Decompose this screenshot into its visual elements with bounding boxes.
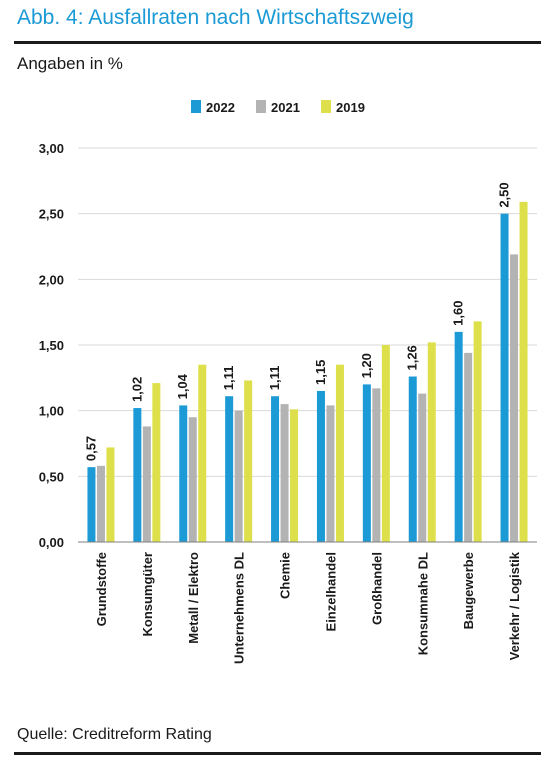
bar-2022 — [500, 213, 509, 542]
y-tick-label: 0,50 — [39, 469, 64, 484]
bar-2022 — [225, 396, 234, 542]
bar-2019 — [106, 447, 115, 542]
legend-label-2022: 2022 — [206, 100, 235, 115]
bar-2022 — [316, 390, 325, 542]
x-tick-label: Großhandel — [369, 552, 384, 625]
top-rule — [14, 41, 541, 44]
bar-2022 — [87, 467, 96, 542]
source-note: Quelle: Creditreform Rating — [17, 726, 212, 743]
bar-2019 — [244, 380, 253, 542]
bar-2022 — [454, 331, 463, 542]
data-label: 1,02 — [129, 377, 144, 402]
bar-2021 — [418, 393, 427, 542]
bar-2022 — [408, 376, 417, 542]
x-tick-label: Baugewerbe — [461, 552, 476, 629]
bottom-rule — [14, 752, 541, 755]
chart-title: Abb. 4: Ausfallraten nach Wirtschaftszwe… — [17, 6, 414, 29]
bar-2021 — [142, 426, 151, 542]
x-tick-label: Konsumgüter — [140, 552, 155, 637]
legend-swatch-2021 — [256, 100, 266, 113]
x-tick-label: Unternehmens DL — [232, 552, 247, 664]
bar-2022 — [271, 396, 280, 542]
bar-2019 — [152, 383, 161, 542]
data-label: 1,15 — [313, 360, 328, 385]
bar-2021 — [372, 388, 381, 542]
y-tick-label: 1,00 — [39, 404, 64, 419]
legend-label-2019: 2019 — [336, 100, 365, 115]
bar-2019 — [381, 345, 390, 542]
bar-2019 — [473, 321, 482, 542]
bar-2021 — [464, 352, 473, 542]
x-tick-label: Verkehr / Logistik — [507, 551, 522, 660]
bar-2019 — [335, 364, 344, 542]
data-label: 1,11 — [267, 366, 282, 391]
y-tick-label: 2,50 — [39, 207, 64, 222]
x-tick-label: Chemie — [278, 552, 293, 599]
bar-2019 — [427, 342, 436, 542]
y-tick-label: 2,00 — [39, 272, 64, 287]
bar-2022 — [133, 408, 142, 542]
data-label: 1,20 — [359, 353, 374, 378]
x-tick-label: Metall / Elektro — [186, 552, 201, 644]
data-label: 1,60 — [451, 301, 466, 326]
bar-2022 — [179, 405, 188, 542]
bar-2021 — [234, 410, 243, 542]
data-label: 0,57 — [83, 436, 98, 461]
data-label: 1,11 — [221, 366, 236, 391]
y-tick-label: 1,50 — [39, 338, 64, 353]
bar-2021 — [96, 465, 105, 542]
data-label: 2,50 — [497, 182, 512, 207]
data-label: 1,26 — [405, 345, 420, 370]
legend-label-2021: 2021 — [271, 100, 300, 115]
bar-2022 — [362, 384, 371, 542]
x-tick-label: Grundstoffe — [94, 552, 109, 626]
legend-swatch-2022 — [191, 100, 201, 113]
data-label: 1,04 — [175, 373, 190, 399]
bar-2021 — [280, 404, 289, 542]
legend-swatch-2019 — [321, 100, 331, 113]
bar-2021 — [510, 254, 519, 542]
y-tick-label: 0,00 — [39, 535, 64, 550]
chart-subtitle: Angaben in % — [17, 54, 123, 73]
y-tick-label: 3,00 — [39, 141, 64, 156]
bar-2021 — [326, 405, 335, 542]
x-tick-label: Konsumnahe DL — [415, 552, 430, 655]
bar-2019 — [198, 364, 207, 542]
bar-2019 — [290, 409, 299, 542]
bar-2021 — [188, 417, 197, 542]
x-tick-label: Einzelhandel — [323, 552, 338, 631]
bar-2019 — [519, 201, 528, 542]
